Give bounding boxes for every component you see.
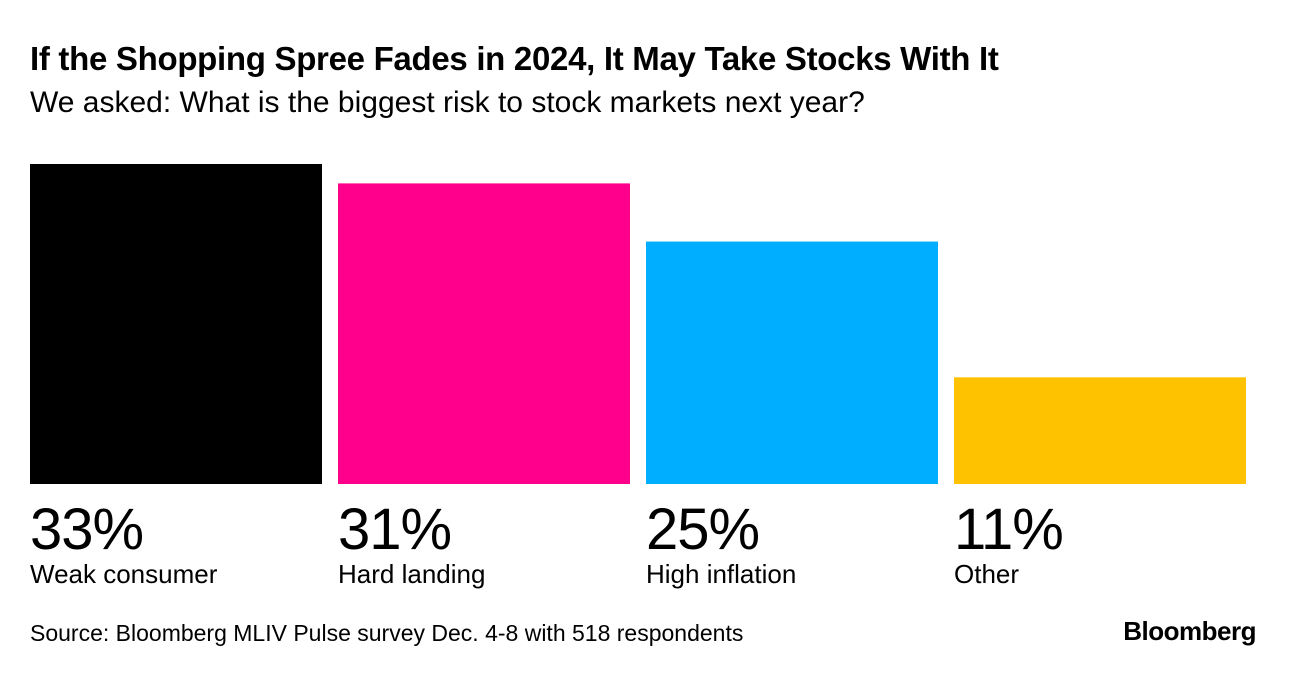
category-label: Other: [954, 559, 1020, 589]
bar-other: [954, 377, 1246, 484]
value-label: 31%: [338, 497, 452, 562]
chart-subtitle: We asked: What is the biggest risk to st…: [30, 86, 865, 119]
value-label: 11%: [954, 497, 1064, 562]
bar-hard-landing: [338, 183, 630, 485]
value-label: 25%: [646, 497, 760, 562]
category-label: Hard landing: [338, 559, 486, 589]
chart-title: If the Shopping Spree Fades in 2024, It …: [30, 40, 999, 77]
value-label: 33%: [30, 497, 144, 562]
bar-high-inflation: [646, 241, 938, 484]
bar-weak-consumer: [30, 164, 322, 484]
bloomberg-logo: Bloomberg: [1123, 616, 1256, 646]
category-label: Weak consumer: [30, 559, 218, 589]
source-note: Source: Bloomberg MLIV Pulse survey Dec.…: [30, 620, 744, 646]
category-label: High inflation: [646, 559, 797, 589]
